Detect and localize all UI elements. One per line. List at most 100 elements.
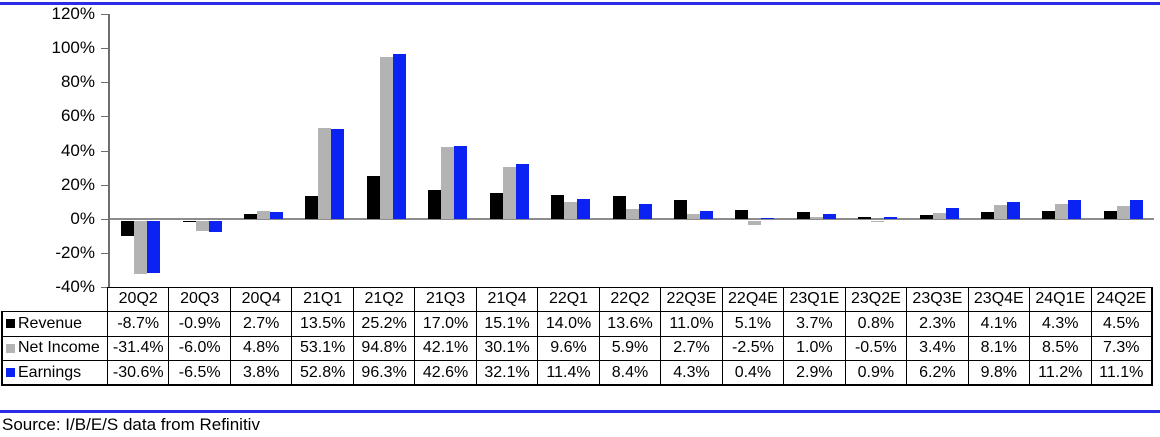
y-axis-tick-mark: [101, 48, 108, 50]
value-cell: 6.2%: [907, 361, 969, 386]
value-cell: 17.0%: [415, 311, 477, 337]
source-note: Source: I/B/E/S data from Refinitiv: [2, 415, 260, 434]
value-cell: -0.9%: [169, 311, 231, 337]
column-header-22q1: 22Q1: [538, 287, 600, 312]
value-cell: 2.3%: [907, 311, 969, 337]
series-name: Earnings: [18, 363, 82, 381]
value-cell: -8.7%: [108, 311, 170, 337]
table-row-revenue: Revenue -8.7% -0.9% 2.7% 13.5% 25.2% 17.0% 15.1…: [1, 311, 1153, 337]
legend-swatch-icon: [6, 368, 15, 378]
bar-net-income-22q4e: [748, 220, 762, 226]
bar-revenue-21q1: [305, 195, 319, 219]
y-axis-tick-mark: [101, 252, 108, 254]
y-axis-tick-mark: [101, 14, 108, 15]
column-header-20q3: 20Q3: [169, 287, 231, 312]
bar-net-income-22q1: [564, 202, 578, 219]
bar-revenue-23q4e: [980, 211, 994, 219]
column-header-24q2e: 24Q2E: [1091, 287, 1153, 312]
y-axis-tick-label: -20%: [55, 242, 95, 262]
y-axis-tick-mark: [101, 116, 108, 118]
value-cell: -30.6%: [108, 361, 170, 386]
bar-net-income-21q3: [441, 146, 455, 219]
value-cell: 11.1%: [1091, 361, 1153, 386]
bar-revenue-22q2: [612, 195, 626, 219]
bar-earnings-20q3: [208, 220, 222, 232]
value-cell: 0.8%: [845, 311, 908, 337]
value-cell: 2.7%: [230, 311, 293, 337]
y-axis-tick-mark: [101, 82, 108, 84]
bar-earnings-23q3e: [945, 208, 959, 219]
column-header-22q4e: 22Q4E: [722, 287, 785, 312]
bar-revenue-23q2e: [858, 217, 872, 219]
y-axis-tick-label: 40%: [60, 140, 95, 160]
value-cell: 5.9%: [599, 336, 662, 362]
bar-earnings-23q4e: [1006, 202, 1020, 219]
y-axis-tick-label: -40%: [55, 277, 95, 296]
data-table: 20Q2 20Q3 20Q4 21Q1 21Q2 21Q3 21Q4 22Q1 22Q2 22Q3…: [1, 287, 1153, 386]
bar-revenue-24q1e: [1042, 211, 1056, 219]
table-corner-cell: [1, 287, 108, 312]
bar-earnings-21q3: [454, 146, 468, 219]
bar-net-income-24q2e: [1116, 206, 1130, 219]
bar-net-income-22q2: [625, 208, 639, 219]
y-axis-tick-label: 60%: [60, 106, 95, 126]
bar-revenue-20q4: [244, 214, 258, 219]
bar-revenue-20q3: [182, 220, 196, 223]
value-cell: 53.1%: [292, 336, 354, 362]
bar-revenue-24q2e: [1103, 211, 1117, 219]
value-cell: 2.7%: [661, 336, 723, 362]
bar-net-income-21q2: [379, 56, 393, 219]
value-cell: -0.5%: [845, 336, 908, 362]
bar-earnings-21q1: [331, 128, 345, 219]
bar-earnings-20q2: [147, 220, 161, 273]
value-cell: 4.1%: [968, 311, 1031, 337]
bar-net-income-23q3e: [932, 212, 946, 219]
table-row-net-income: Net Income -31.4% -6.0% 4.8% 53.1% 94.8% 42.1%…: [1, 336, 1153, 362]
bar-net-income-21q1: [318, 128, 332, 219]
y-axis-tick-mark: [101, 218, 108, 220]
bar-revenue-23q1e: [796, 212, 810, 219]
bar-net-income-20q4: [257, 210, 271, 219]
value-cell: 3.8%: [230, 361, 293, 386]
bar-earnings-21q4: [515, 163, 529, 219]
value-cell: 8.1%: [968, 336, 1031, 362]
column-header-21q4: 21Q4: [476, 287, 539, 312]
column-header-21q1: 21Q1: [292, 287, 354, 312]
value-cell: 32.1%: [476, 361, 539, 386]
series-name: Net Income: [18, 339, 100, 357]
bar-revenue-21q4: [489, 192, 503, 219]
value-cell: 4.3%: [1030, 311, 1092, 337]
table-row-earnings: Earnings -30.6% -6.5% 3.8% 52.8% 96.3% 42.6% 32…: [1, 361, 1153, 386]
bar-earnings-24q2e: [1129, 199, 1143, 219]
y-axis-tick-label: 0%: [70, 208, 95, 228]
value-cell: 3.7%: [784, 311, 846, 337]
value-cell: 14.0%: [538, 311, 600, 337]
bar-earnings-22q1: [577, 199, 591, 219]
bar-earnings-23q1e: [822, 213, 836, 219]
value-cell: 52.8%: [292, 361, 354, 386]
bar-revenue-21q3: [428, 189, 442, 219]
bar-earnings-21q2: [392, 54, 406, 219]
column-header-20q4: 20Q4: [230, 287, 293, 312]
value-cell: 9.8%: [968, 361, 1031, 386]
bar-net-income-24q1e: [1055, 204, 1069, 219]
column-header-23q2e: 23Q2E: [845, 287, 908, 312]
quarterly-growth-bar-chart: 120% 100% 80% 60% 40% 20% 0% -20% -40%: [51, 4, 1154, 296]
bar-earnings-20q4: [270, 212, 284, 219]
value-cell: -6.5%: [169, 361, 231, 386]
bar-revenue-22q1: [551, 194, 565, 219]
zero-axis-line: [110, 218, 1154, 220]
column-header-23q4e: 23Q4E: [968, 287, 1031, 312]
table-header-row: 20Q2 20Q3 20Q4 21Q1 21Q2 21Q3 21Q4 22Q1 22Q2 22Q3…: [1, 287, 1153, 312]
value-cell: 94.8%: [353, 336, 416, 362]
bar-net-income-23q4e: [993, 204, 1007, 219]
bar-net-income-21q4: [502, 167, 516, 219]
series-name: Revenue: [18, 314, 83, 332]
bar-net-income-20q3: [195, 220, 209, 231]
value-cell: 4.5%: [1091, 311, 1153, 337]
value-cell: 8.4%: [599, 361, 662, 386]
value-cell: -2.5%: [722, 336, 785, 362]
bar-earnings-22q4e: [761, 217, 775, 219]
y-axis-tick-label: 120%: [51, 4, 95, 23]
